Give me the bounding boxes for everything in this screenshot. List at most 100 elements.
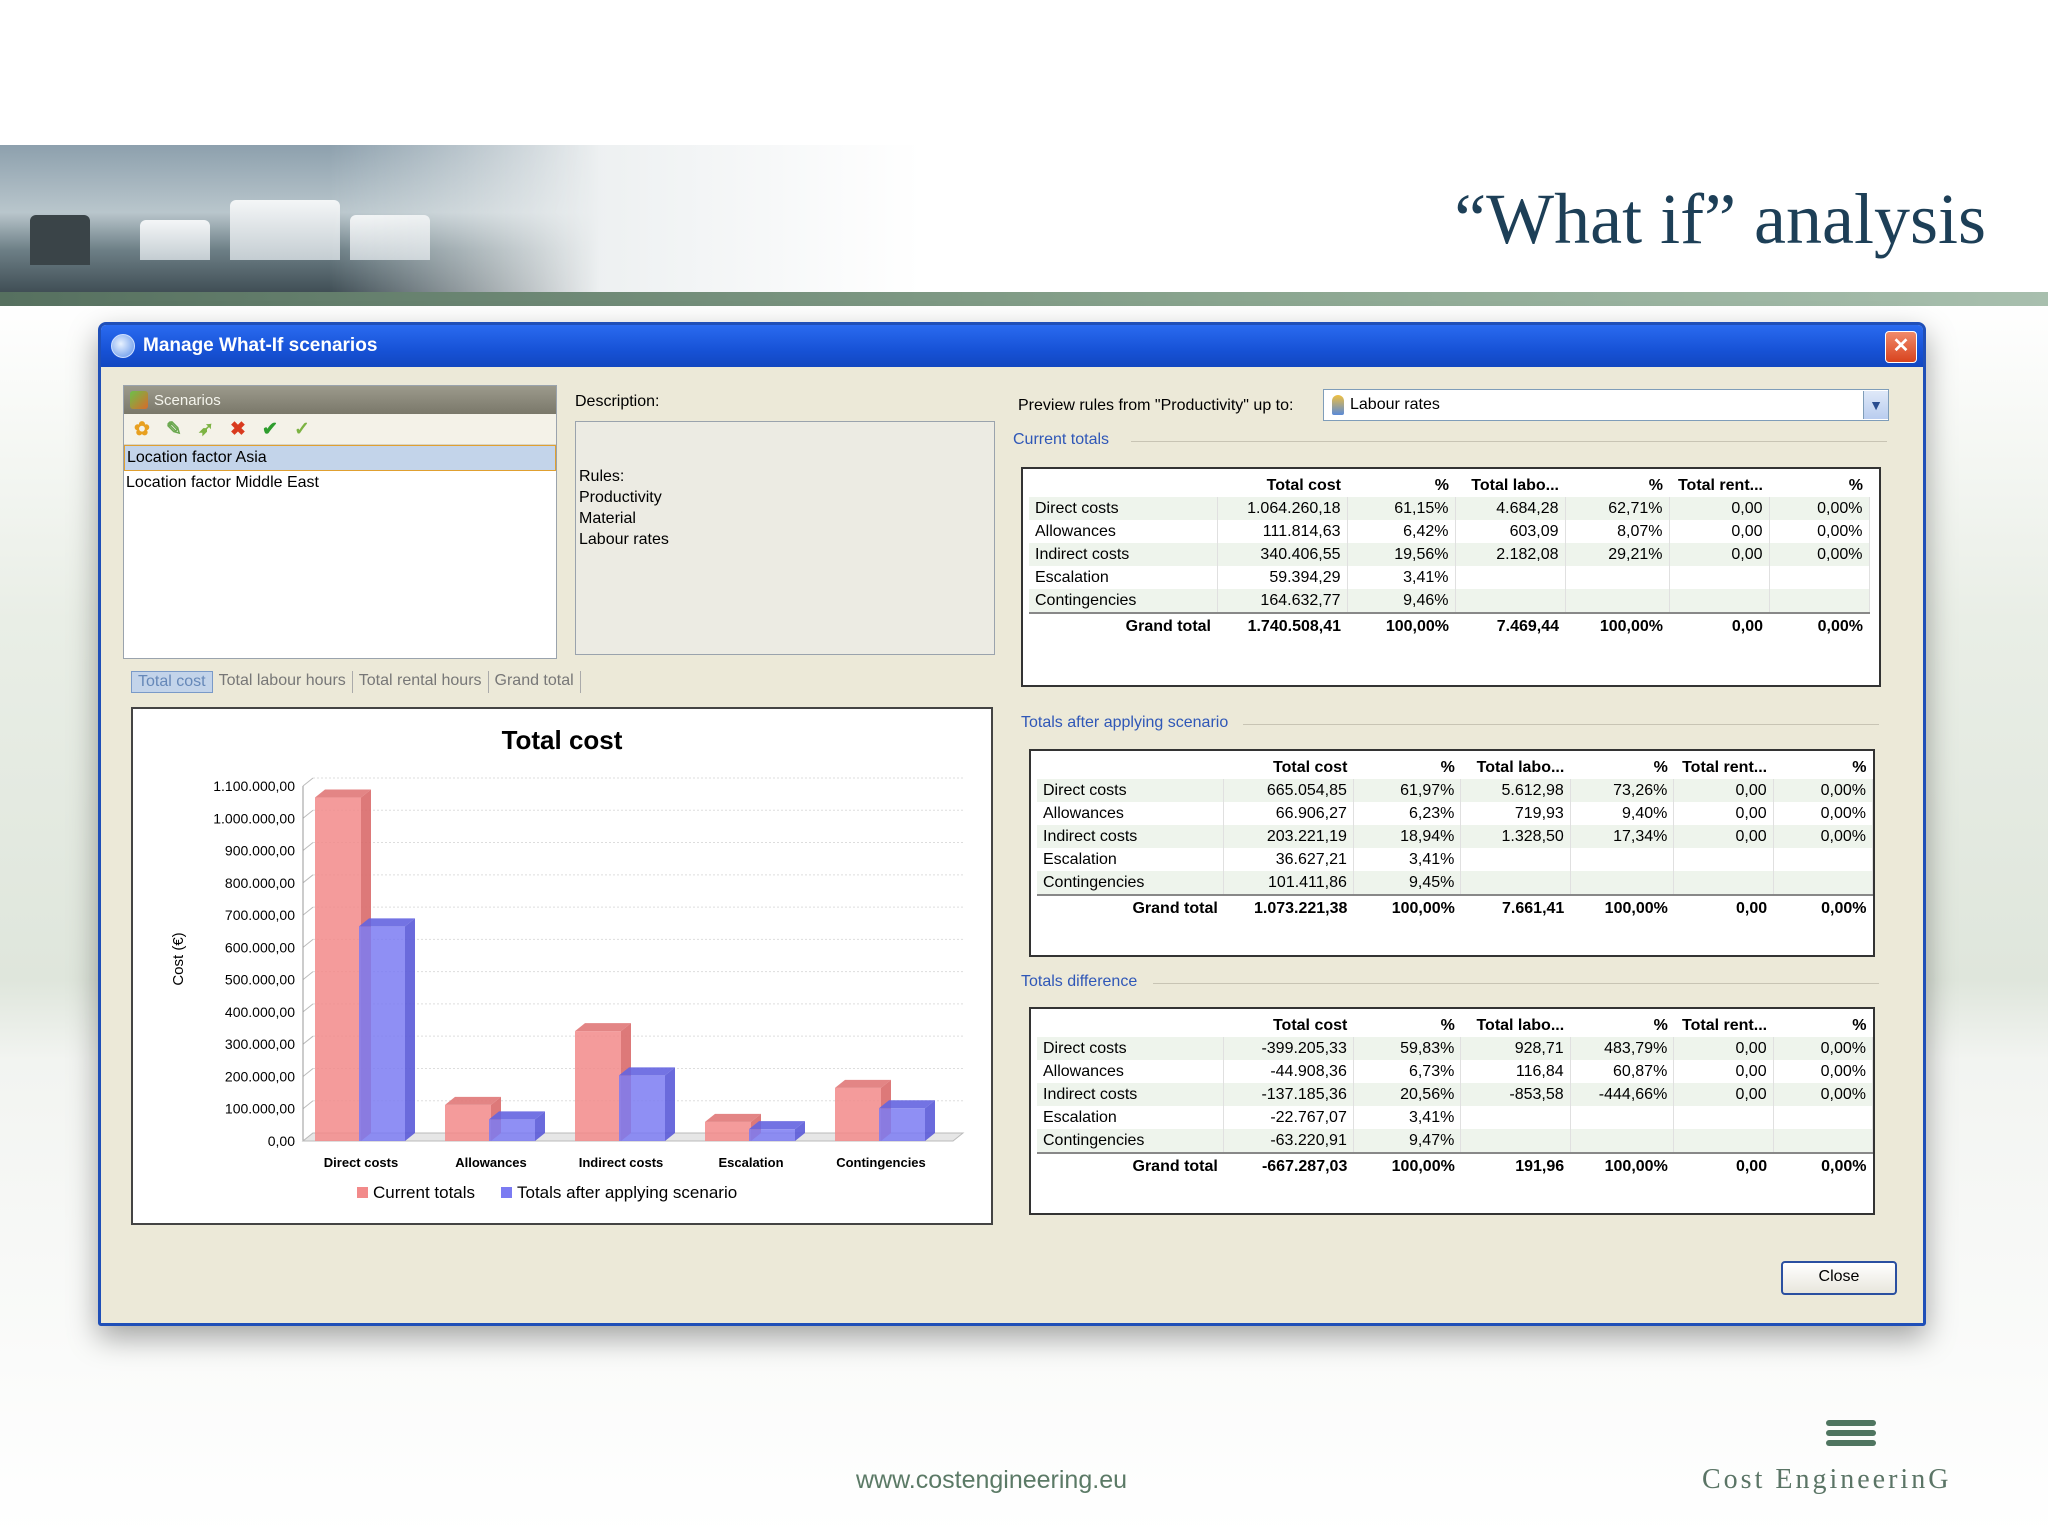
- table-cell: [1673, 1129, 1774, 1153]
- table-cell: [1773, 1106, 1874, 1129]
- totals-grid: Total cost% Total labo...% Total rent...% D…: [1037, 757, 1874, 922]
- y-tick-label: 600.000,00: [225, 939, 295, 955]
- column-header: Total labo...: [1471, 477, 1559, 494]
- table-cell: 928,71: [1460, 1037, 1571, 1060]
- dialog-titlebar[interactable]: Manage What-If scenarios: [101, 325, 1923, 367]
- diff-totals-table: Total cost% Total labo...% Total rent...% D…: [1029, 1007, 1875, 1215]
- table-cell: Indirect costs: [1037, 1083, 1225, 1106]
- table-row: Escalation -22.767,07 3,41%: [1037, 1106, 1874, 1129]
- table-cell: 203.221,19: [1223, 825, 1354, 848]
- close-window-icon[interactable]: ✕: [1885, 331, 1917, 363]
- table-cell: 0,00: [1669, 497, 1770, 520]
- scenarios-toolbar: ✿ ✎ ➶ ✖ ✔ ✓: [124, 414, 556, 445]
- table-cell: 0,00: [1669, 543, 1770, 566]
- scenario-item[interactable]: Location factor Middle East: [126, 474, 319, 491]
- table-row: Indirect costs -137.185,36 20,56% -853,58 -4…: [1037, 1083, 1874, 1106]
- column-header: %: [1848, 477, 1863, 494]
- table-cell: [1769, 589, 1870, 613]
- close-button[interactable]: Close: [1781, 1261, 1897, 1295]
- table-row: Escalation 36.627,21 3,41%: [1037, 848, 1874, 871]
- table-cell: Escalation: [1029, 566, 1218, 589]
- edit-scenario-icon[interactable]: ✎: [166, 418, 182, 440]
- totals-grid: Total cost% Total labo...% Total rent...% D…: [1037, 1015, 1874, 1180]
- table-cell: -44.908,36: [1223, 1060, 1354, 1083]
- table-cell: [1460, 871, 1571, 895]
- table-cell: 164.632,77: [1217, 589, 1348, 613]
- table-cell: 0,00: [1669, 520, 1770, 543]
- delete-scenario-icon[interactable]: ✖: [230, 418, 246, 440]
- table-cell: [1673, 1106, 1774, 1129]
- table-cell: 0,00: [1673, 1037, 1774, 1060]
- bar-top: [359, 918, 415, 927]
- table-row: Escalation 59.394,29 3,41%: [1029, 566, 1870, 589]
- table-cell: 17,34%: [1570, 825, 1675, 848]
- scenarios-header-label: Scenarios: [154, 391, 221, 409]
- table-cell: 3,41%: [1353, 848, 1462, 871]
- table-cell: 20,56%: [1353, 1083, 1462, 1106]
- approve-scenario-icon[interactable]: ✓: [294, 418, 310, 440]
- chevron-down-icon[interactable]: ▼: [1863, 391, 1888, 419]
- table-cell: 61,15%: [1347, 497, 1456, 520]
- tick-mark: [302, 874, 314, 884]
- table-cell: 0,00: [1673, 779, 1774, 802]
- scenario-item[interactable]: Location factor Asia: [124, 445, 556, 471]
- logo-text: Cost EngineerinG: [1702, 1464, 1952, 1495]
- new-scenario-icon[interactable]: ✿: [134, 418, 150, 440]
- table-cell: Grand total: [1037, 894, 1224, 922]
- column-header: %: [1852, 759, 1867, 776]
- scenarios-header: Scenarios: [124, 386, 556, 414]
- table-cell: 19,56%: [1347, 543, 1456, 566]
- bar-side: [925, 1100, 935, 1141]
- copy-scenario-icon[interactable]: ➶: [198, 418, 214, 440]
- bar: [749, 1129, 795, 1141]
- current-totals-label: Current totals: [1013, 431, 1118, 449]
- table-cell: Allowances: [1037, 1060, 1225, 1083]
- table-cell: Direct costs: [1037, 779, 1225, 802]
- table-cell: [1570, 1106, 1675, 1129]
- tab-total-labour-hours[interactable]: Total labour hours: [213, 671, 353, 693]
- apply-scenario-icon[interactable]: ✔: [262, 418, 278, 440]
- table-cell: 6,23%: [1353, 802, 1462, 825]
- description-field[interactable]: Rules: Productivity Material Labour rate…: [575, 421, 995, 655]
- header-photo: [0, 145, 600, 295]
- table-cell: [1773, 848, 1874, 871]
- table-cell: 100,00%: [1570, 894, 1674, 922]
- tab-grand-total[interactable]: Grand total: [489, 671, 581, 693]
- legend-swatch: [501, 1187, 512, 1198]
- column-header: [1029, 475, 1217, 497]
- column-header: %: [1653, 759, 1668, 776]
- preview-rule-select[interactable]: Labour rates ▼: [1323, 389, 1889, 421]
- tab-total-cost[interactable]: Total cost: [131, 671, 213, 693]
- tab-total-rental-hours[interactable]: Total rental hours: [353, 671, 489, 693]
- table-cell: 9,46%: [1347, 589, 1456, 613]
- bar: [315, 797, 361, 1141]
- table-cell: 6,73%: [1353, 1060, 1462, 1083]
- group-divider: [1243, 724, 1879, 725]
- column-header: Total cost: [1272, 1017, 1348, 1034]
- y-tick-label: 800.000,00: [225, 875, 295, 891]
- table-cell: 0,00: [1673, 802, 1774, 825]
- column-header: %: [1440, 1017, 1455, 1034]
- legend-label: Current totals: [373, 1183, 475, 1202]
- table-cell: Contingencies: [1037, 871, 1225, 895]
- footer-url[interactable]: www.costengineering.eu: [856, 1466, 1127, 1494]
- table-cell: 59,83%: [1353, 1037, 1462, 1060]
- tick-mark: [302, 938, 314, 948]
- table-cell: [1565, 566, 1670, 589]
- table-cell: Direct costs: [1037, 1037, 1225, 1060]
- table-cell: 0,00%: [1773, 1037, 1874, 1060]
- table-cell: [1565, 589, 1670, 613]
- group-divider: [1153, 983, 1879, 984]
- legend-label: Totals after applying scenario: [517, 1183, 737, 1202]
- bar: [879, 1108, 925, 1141]
- legend-swatch: [357, 1187, 368, 1198]
- table-cell: 7.469,44: [1455, 612, 1565, 640]
- x-tick-label: Allowances: [455, 1155, 527, 1170]
- grand-total-row: Grand total 1.073.221,38 100,00% 7.661,41 10…: [1037, 894, 1873, 922]
- table-cell: 100,00%: [1347, 612, 1455, 640]
- table-cell: 2.182,08: [1455, 543, 1566, 566]
- table-cell: -667.287,03: [1223, 1152, 1354, 1180]
- table-cell: Escalation: [1037, 848, 1225, 871]
- bar-top: [749, 1121, 805, 1130]
- table-cell: 101.411,86: [1223, 871, 1354, 895]
